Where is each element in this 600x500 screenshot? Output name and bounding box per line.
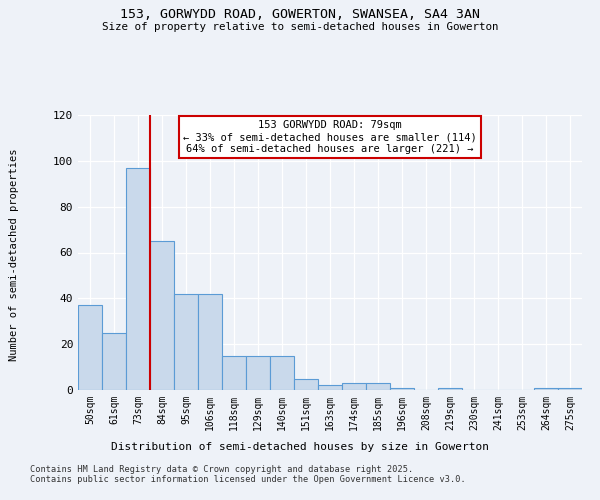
Bar [294, 378, 318, 390]
Text: Size of property relative to semi-detached houses in Gowerton: Size of property relative to semi-detach… [102, 22, 498, 32]
Bar [390, 388, 414, 390]
Text: Distribution of semi-detached houses by size in Gowerton: Distribution of semi-detached houses by … [111, 442, 489, 452]
Bar [174, 294, 198, 390]
Bar [198, 294, 222, 390]
Bar [366, 383, 390, 390]
Bar [102, 332, 126, 390]
Bar [318, 386, 342, 390]
Text: 153 GORWYDD ROAD: 79sqm
← 33% of semi-detached houses are smaller (114)
64% of s: 153 GORWYDD ROAD: 79sqm ← 33% of semi-de… [183, 120, 477, 154]
Bar [150, 241, 174, 390]
Bar [534, 388, 558, 390]
Bar [438, 388, 462, 390]
Bar [558, 388, 582, 390]
Text: Number of semi-detached properties: Number of semi-detached properties [9, 149, 19, 361]
Text: Contains HM Land Registry data © Crown copyright and database right 2025.
Contai: Contains HM Land Registry data © Crown c… [30, 465, 466, 484]
Bar [342, 383, 366, 390]
Bar [222, 356, 246, 390]
Text: 153, GORWYDD ROAD, GOWERTON, SWANSEA, SA4 3AN: 153, GORWYDD ROAD, GOWERTON, SWANSEA, SA… [120, 8, 480, 20]
Bar [78, 305, 102, 390]
Bar [246, 356, 270, 390]
Bar [126, 168, 150, 390]
Bar [270, 356, 294, 390]
